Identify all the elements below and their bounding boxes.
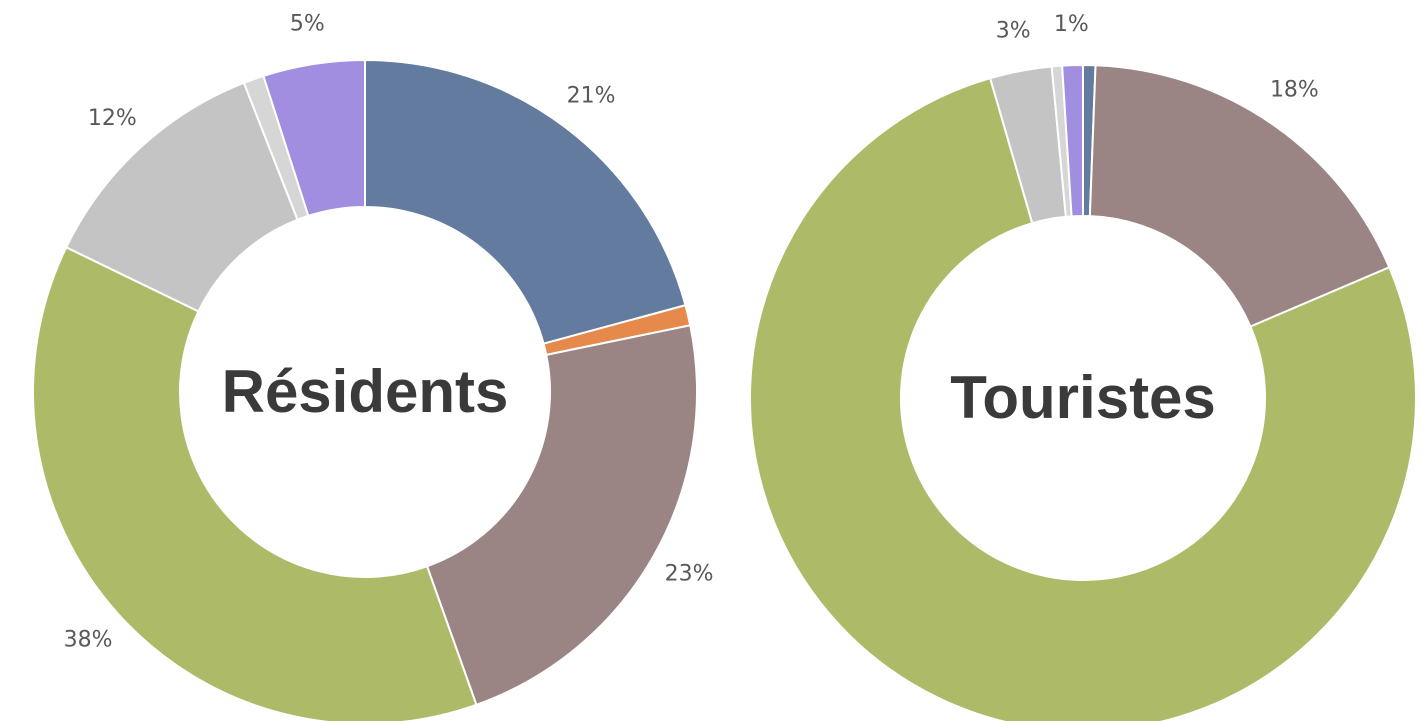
data-label: 12% (88, 106, 137, 131)
donut-segment (364, 58, 687, 345)
center-label: Touristes (950, 364, 1216, 431)
donut-segment (262, 58, 366, 218)
data-label: 5% (290, 11, 325, 36)
donut-segment (1061, 63, 1084, 218)
donut-segment (32, 245, 478, 721)
data-label: 3% (996, 19, 1031, 44)
donut-segment (1088, 64, 1391, 328)
donut-segment (749, 76, 1417, 721)
data-label: 38% (64, 627, 113, 652)
center-label: Résidents (222, 358, 509, 425)
data-label: 18% (1270, 78, 1319, 103)
data-label: 21% (567, 84, 616, 109)
data-label: 1% (1054, 12, 1089, 37)
donut-segment (425, 324, 698, 707)
data-label: 23% (665, 562, 714, 587)
